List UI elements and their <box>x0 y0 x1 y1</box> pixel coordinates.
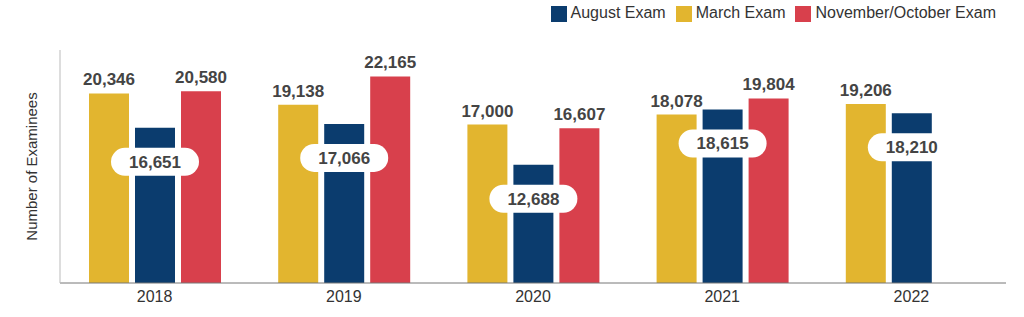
html-text:November/October Exam: November/October Exam <box>815 4 996 21</box>
svg-text:Number of Examinees: Number of Examinees <box>23 92 40 240</box>
svg-text:2020: 2020 <box>515 288 551 305</box>
svg-text:18,078: 18,078 <box>651 92 703 111</box>
svg-text:16,607: 16,607 <box>553 105 605 124</box>
svg-text:17,000: 17,000 <box>461 102 513 121</box>
svg-text:20,346: 20,346 <box>83 70 135 89</box>
svg-text:12,688: 12,688 <box>507 190 559 209</box>
svg-text:17,066: 17,066 <box>318 149 370 168</box>
svg-text:18,615: 18,615 <box>697 134 749 153</box>
svg-text:18,210: 18,210 <box>886 138 938 157</box>
svg-text:2021: 2021 <box>704 288 740 305</box>
svg-text:20,580: 20,580 <box>175 68 227 87</box>
svg-text:19,206: 19,206 <box>840 81 892 100</box>
svg-text:2019: 2019 <box>326 288 362 305</box>
html-text:March Exam: March Exam <box>695 4 786 21</box>
svg-text:19,804: 19,804 <box>743 75 796 94</box>
svg-text:2018: 2018 <box>137 288 173 305</box>
html-text:August Exam: August Exam <box>570 4 666 21</box>
svg-text:2022: 2022 <box>894 288 930 305</box>
svg-text:22,165: 22,165 <box>364 53 416 72</box>
svg-text:19,138: 19,138 <box>272 82 324 101</box>
svg-text:16,651: 16,651 <box>129 153 181 172</box>
